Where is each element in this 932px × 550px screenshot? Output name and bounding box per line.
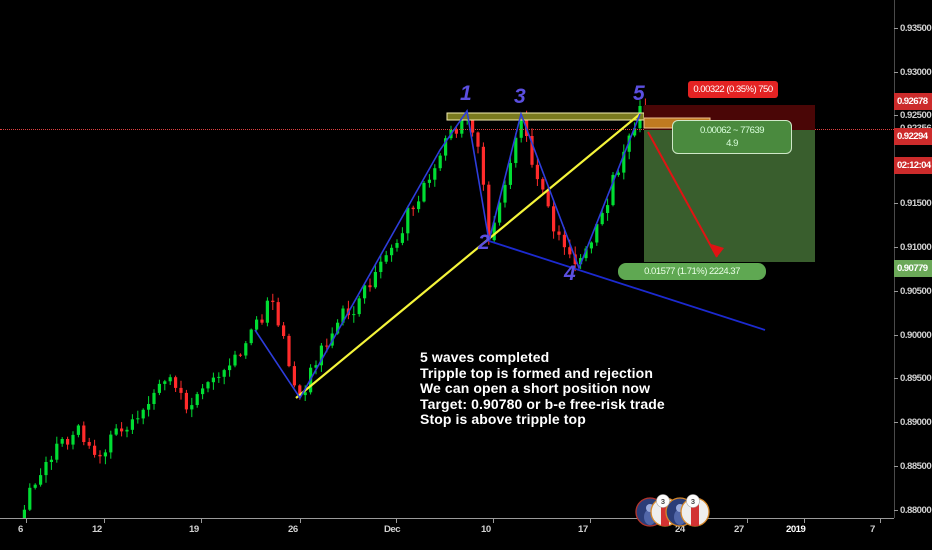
svg-text:3: 3 bbox=[691, 497, 695, 506]
svg-text:3: 3 bbox=[661, 497, 665, 506]
